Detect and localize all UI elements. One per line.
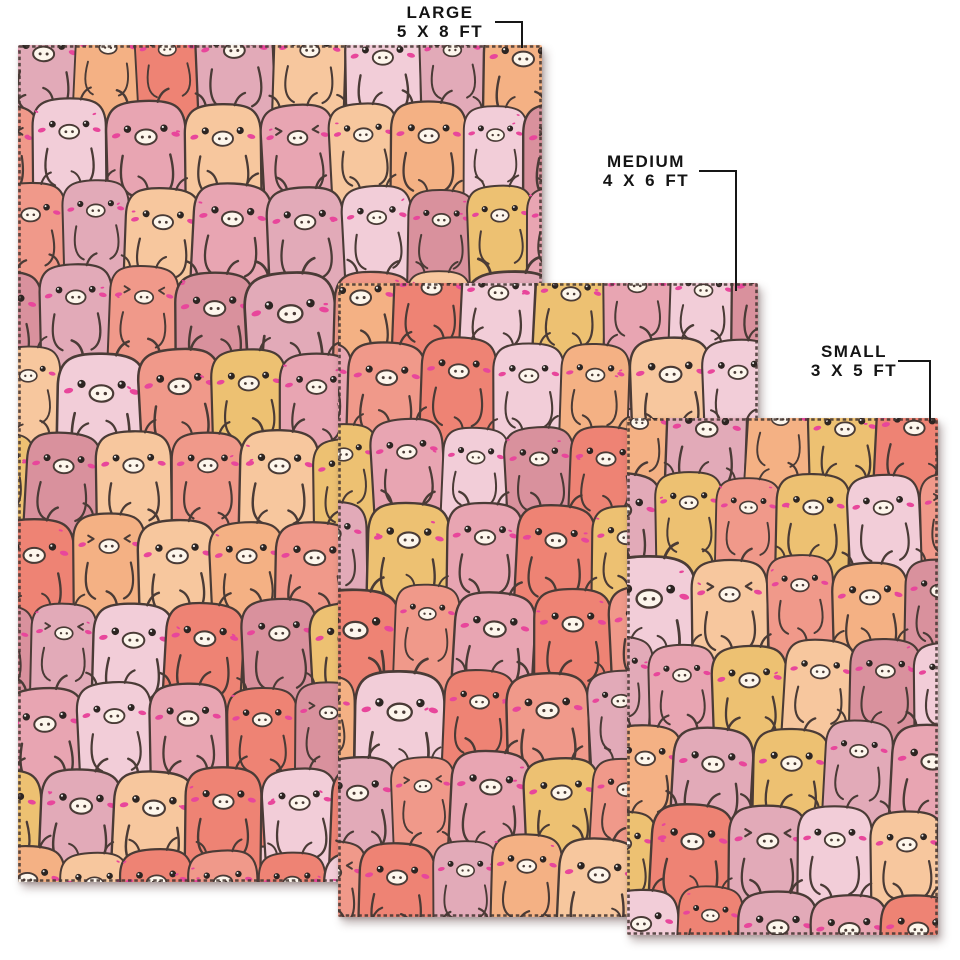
pointer-line-medium-horizontal: [699, 170, 737, 172]
size-label-medium: MEDIUM 4 X 6 FT: [589, 152, 703, 190]
pointer-line-small-horizontal: [898, 360, 931, 362]
size-label-large: LARGE 5 X 8 FT: [383, 3, 497, 41]
size-dimensions-large: 5 X 8 FT: [396, 22, 484, 41]
size-name-medium: MEDIUM: [607, 152, 685, 171]
pointer-line-large-horizontal: [495, 21, 523, 23]
rug-preview-small: [627, 418, 938, 935]
size-dimensions-medium: 4 X 6 FT: [602, 171, 690, 190]
size-name-small: SMALL: [820, 342, 888, 361]
pointer-line-small-vertical: [929, 360, 931, 421]
size-dimensions-small: 3 X 5 FT: [810, 361, 898, 380]
pig-pattern-small: [627, 418, 938, 935]
size-label-small: SMALL 3 X 5 FT: [801, 342, 907, 380]
pointer-line-large-vertical: [521, 21, 523, 48]
pointer-line-medium-vertical: [735, 170, 737, 291]
size-name-large: LARGE: [406, 3, 474, 22]
